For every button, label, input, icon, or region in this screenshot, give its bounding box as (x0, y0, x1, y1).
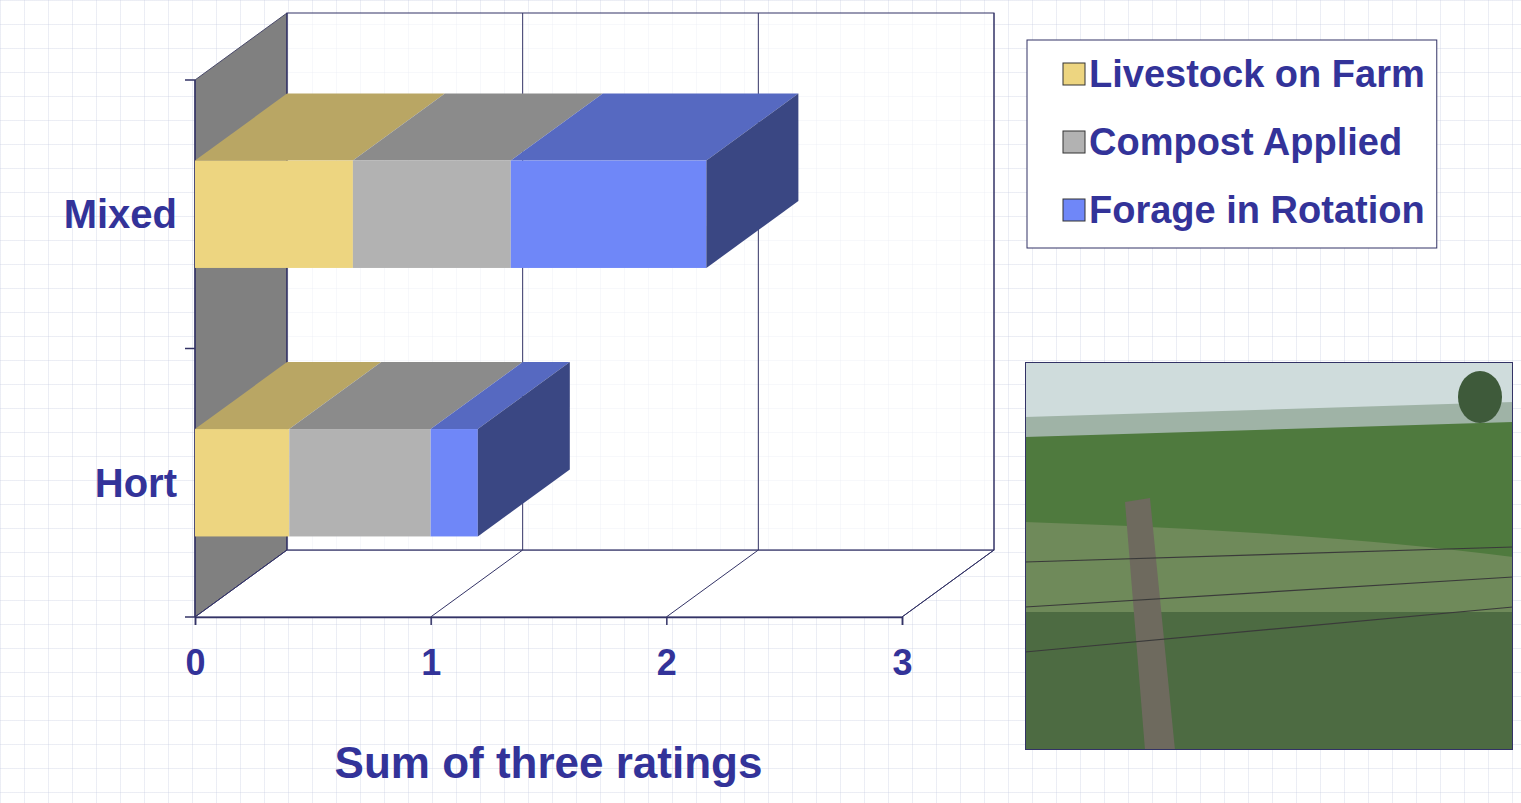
bar (289, 429, 430, 536)
bar-side (706, 94, 798, 268)
x-axis-line (196, 618, 903, 626)
photo-grass (1025, 522, 1513, 750)
grid-line (431, 550, 523, 617)
x-tick-label: 0 (185, 642, 205, 683)
bar-segment (511, 94, 799, 268)
x-tick-mark (195, 617, 197, 625)
chart-root: Mixed Hort 0 1 2 3 Sum of three ratings Livesto… (0, 0, 1521, 803)
legend-label: Livestock on Farm (1089, 53, 1425, 95)
photo-fence-wire (1025, 577, 1513, 607)
grid-line (666, 550, 758, 617)
legend-label: Compost Applied (1089, 121, 1402, 163)
bar (431, 429, 478, 536)
grid-line (195, 550, 287, 617)
floor (195, 550, 994, 617)
photo-fence-wire (1025, 547, 1513, 562)
x-tick-label: 2 (657, 642, 677, 683)
legend-swatch (1063, 199, 1085, 221)
legend-swatch (1063, 63, 1085, 85)
x-tick: 1 (421, 617, 441, 683)
x-tick: 0 (185, 617, 205, 683)
photo-fence-wire (1025, 607, 1513, 652)
x-tick: 2 (657, 617, 677, 683)
bar (195, 161, 353, 268)
category-label: Hort (95, 461, 177, 505)
grid (195, 13, 994, 617)
y-tick (185, 348, 195, 350)
x-axis-title: Sum of three ratings (335, 738, 763, 787)
x-tick-mark (902, 617, 904, 625)
bar (511, 161, 707, 268)
x-tick-mark (430, 617, 432, 625)
x-axis: 0 1 2 3 (185, 617, 912, 683)
photo-frame (1026, 363, 1513, 750)
legend: Livestock on Farm Compost Applied Forage i… (1027, 40, 1437, 248)
legend-swatch (1063, 131, 1085, 153)
grid-line (902, 550, 994, 617)
photo-sky (1025, 362, 1513, 750)
legend-label: Forage in Rotation (1089, 189, 1425, 231)
photo-fence-post (1125, 498, 1175, 750)
bars (195, 94, 798, 537)
bar (195, 429, 289, 536)
legend-box (1027, 40, 1437, 248)
photo (1025, 362, 1513, 750)
plot-box (195, 13, 994, 617)
x-tick-label: 1 (421, 642, 441, 683)
y-tick (185, 79, 195, 81)
photo-tree (1458, 371, 1502, 423)
bar-segment (431, 362, 570, 536)
x-tick: 3 (892, 617, 912, 683)
y-axis: Mixed Hort (64, 80, 195, 617)
grid-line (994, 13, 995, 550)
x-tick-mark (666, 617, 668, 625)
bar (353, 161, 511, 268)
bar-side (478, 362, 570, 536)
category-label: Mixed (64, 192, 177, 236)
x-tick-label: 3 (892, 642, 912, 683)
photo-foreground (1025, 612, 1513, 750)
y-tick (185, 616, 195, 618)
